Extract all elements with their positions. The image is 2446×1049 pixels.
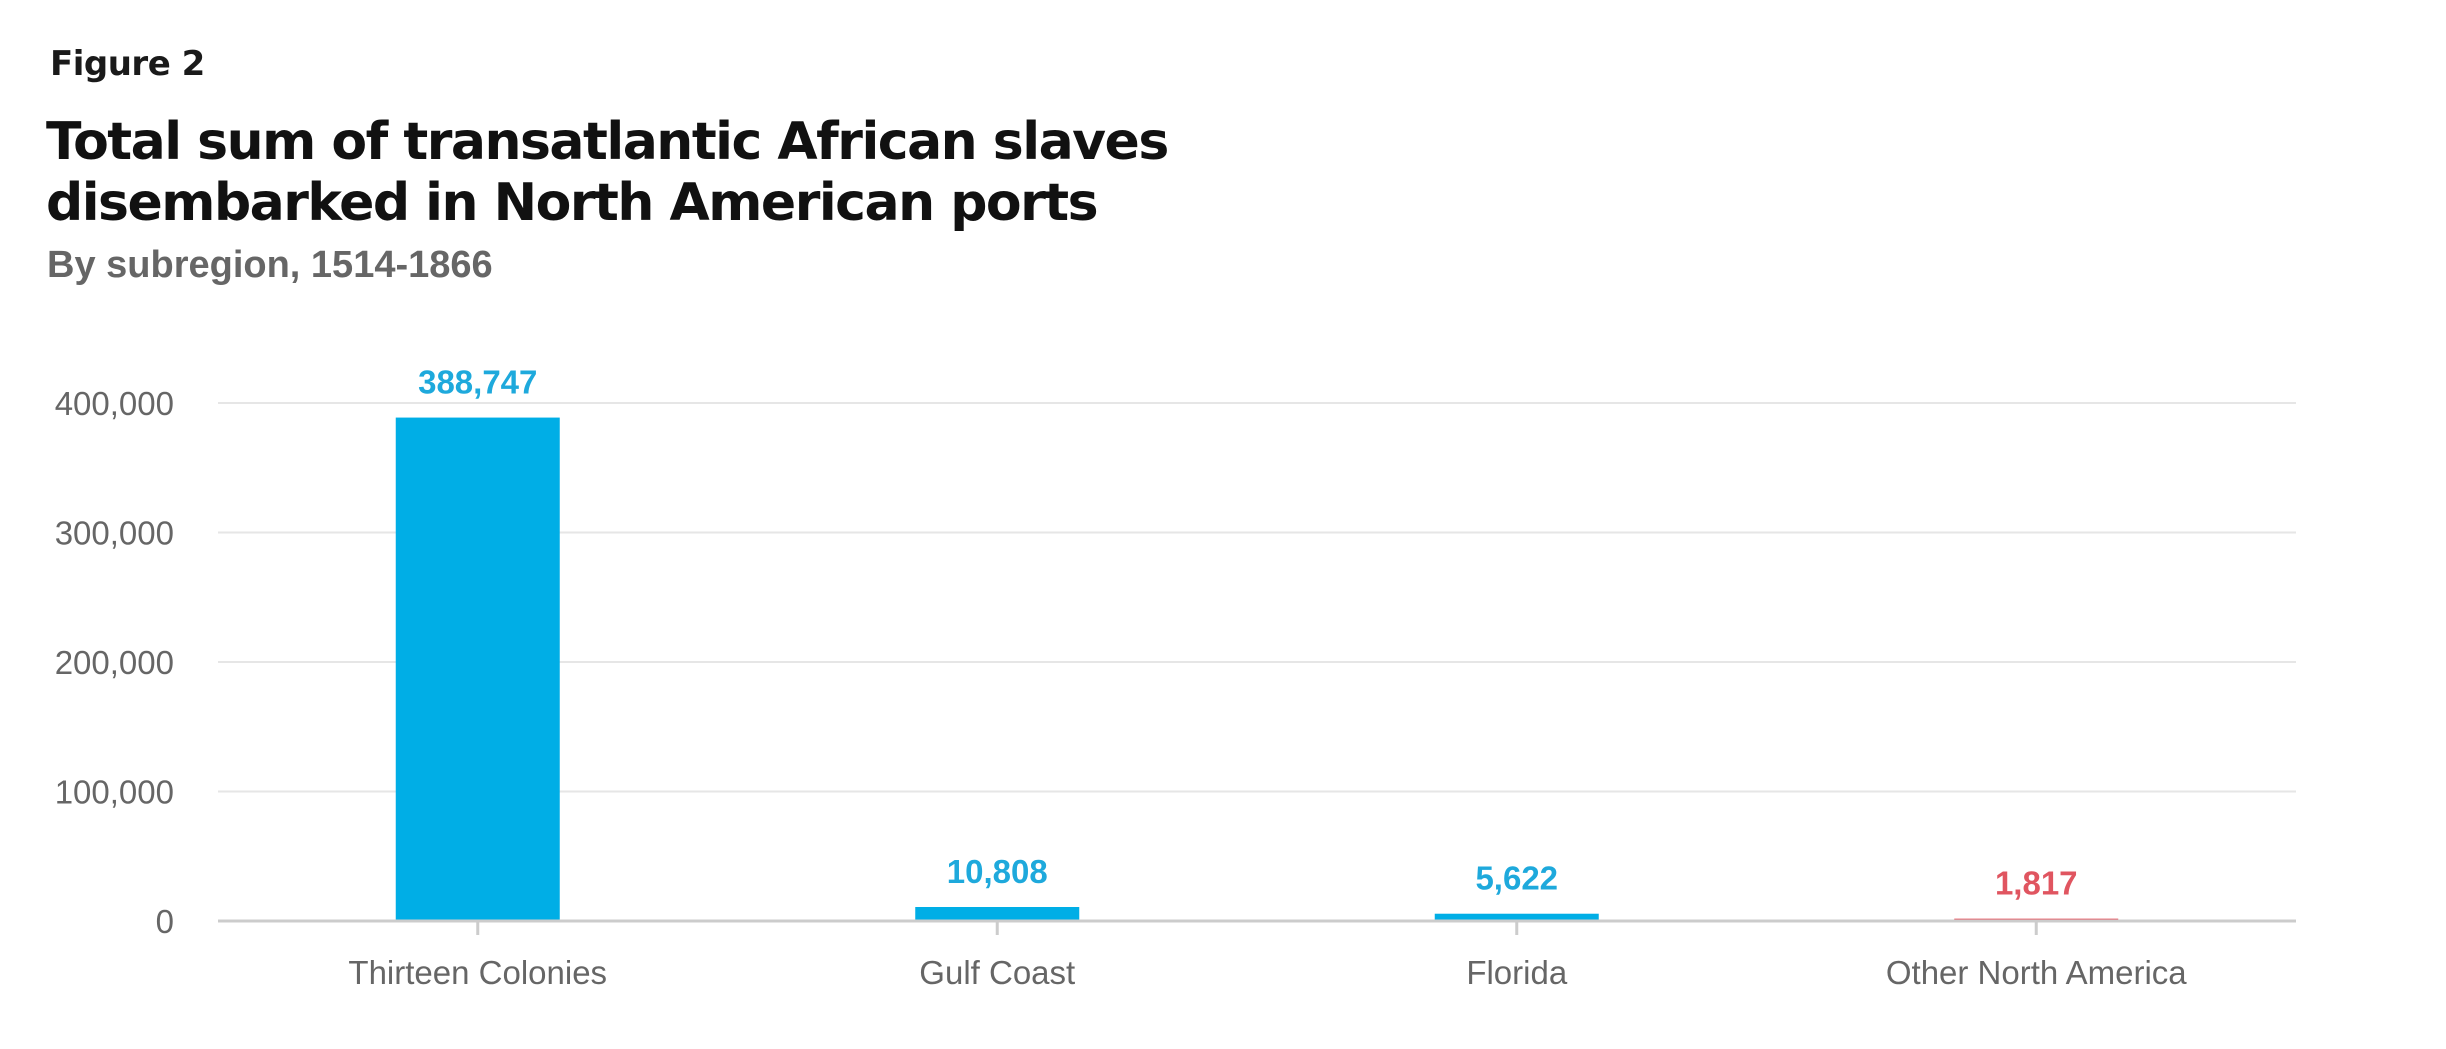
data-label: 10,808 bbox=[947, 853, 1048, 890]
y-tick-label: 200,000 bbox=[55, 644, 174, 681]
y-tick-label: 100,000 bbox=[55, 774, 174, 811]
chart-title: Total sum of transatlantic African slave… bbox=[46, 112, 1169, 233]
x-category-label: Other North America bbox=[1886, 954, 2187, 991]
bar bbox=[395, 417, 560, 921]
figure-label: Figure 2 bbox=[50, 44, 205, 84]
chart-subtitle: By subregion, 1514-1866 bbox=[47, 244, 493, 286]
data-label: 1,817 bbox=[1995, 865, 2078, 902]
x-category-label: Gulf Coast bbox=[919, 954, 1075, 991]
x-category-label: Thirteen Colonies bbox=[348, 954, 607, 991]
data-labels: 388,747 10,808 5,622 1,817 bbox=[418, 364, 2077, 902]
bar bbox=[915, 907, 1080, 921]
y-tick-label: 400,000 bbox=[55, 385, 174, 422]
data-label: 5,622 bbox=[1475, 860, 1558, 897]
y-tick-label: 0 bbox=[156, 903, 174, 940]
x-axis-categories: Thirteen Colonies Gulf Coast Florida Other … bbox=[348, 954, 2187, 991]
y-axis-ticks: 0 100,000 200,000 300,000 400,000 bbox=[55, 385, 174, 940]
x-category-label: Florida bbox=[1466, 954, 1568, 991]
bar bbox=[1434, 913, 1599, 921]
data-label: 388,747 bbox=[418, 364, 537, 401]
bars bbox=[395, 417, 2119, 921]
x-axis bbox=[218, 919, 2296, 935]
gridlines bbox=[218, 402, 2296, 793]
y-tick-label: 300,000 bbox=[55, 515, 174, 552]
